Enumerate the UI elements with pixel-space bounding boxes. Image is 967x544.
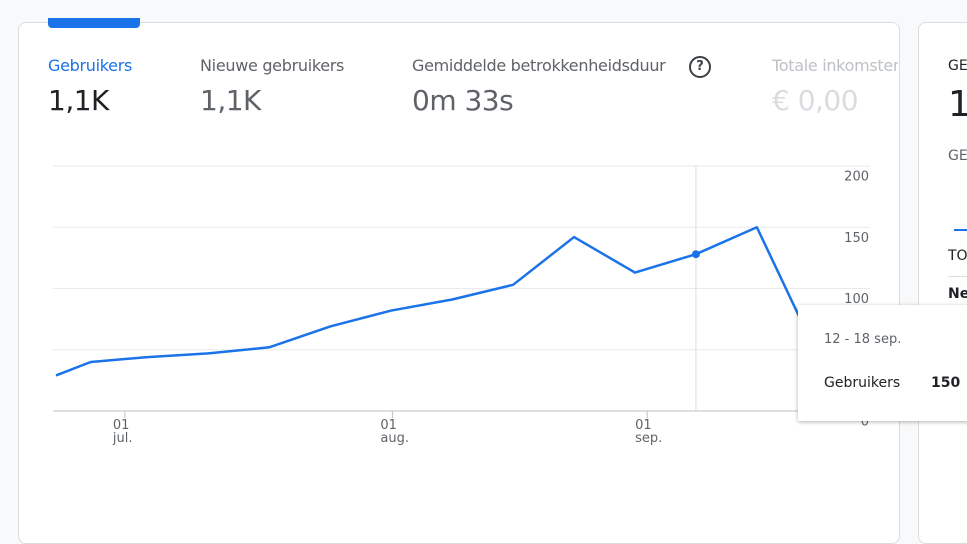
tooltip-date: 12 - 18 sep. (824, 332, 902, 347)
x-tick-label: 01 sep. (635, 418, 663, 446)
metric-value: 1,1K (200, 84, 261, 117)
page: Gebruikers 1,1K Nieuwe gebruikers 1,1K G… (18, 18, 967, 544)
help-icon[interactable]: ? (689, 56, 711, 78)
chart-card (18, 22, 900, 544)
y-tick-label: 150 (844, 231, 869, 246)
metric-label[interactable]: Totale inkomsten (772, 56, 898, 75)
metric-value: 1,1K (48, 84, 109, 117)
tooltip-label: Gebruikers (824, 375, 901, 391)
divider (948, 276, 967, 277)
metric-value: € 0,00 (772, 84, 859, 117)
tooltip-value: 150 (931, 375, 961, 391)
metric-value: 0m 33s (412, 84, 514, 117)
side-title: GE (948, 58, 967, 74)
active-tab-indicator (48, 18, 140, 28)
side-subtitle: GE (948, 148, 967, 164)
side-row: Ne (948, 286, 967, 302)
metric-label[interactable]: Nieuwe gebruikers (200, 56, 345, 75)
metric-label[interactable]: Gebruikers (48, 56, 133, 75)
series-line (55, 226, 819, 377)
tooltip: 12 - 18 sep. Gebruikers 150 (798, 305, 967, 421)
x-tick-label: 01 aug. (380, 418, 409, 446)
y-tick-label: 100 (844, 292, 869, 307)
y-tick-label: 0 (861, 415, 869, 430)
side-indicator (954, 229, 967, 231)
metric-label[interactable]: Gemiddelde betrokkenheidsduur (412, 56, 666, 75)
y-tick-label: 200 (844, 170, 869, 185)
side-table-header: TO (948, 248, 967, 264)
side-value: 1 (948, 84, 967, 125)
side-card (918, 22, 967, 544)
clipped-metric: Totale inkomsten € 0,00 (772, 50, 898, 130)
x-tick-label: 01 jul. (112, 418, 133, 446)
hover-point (691, 250, 700, 259)
